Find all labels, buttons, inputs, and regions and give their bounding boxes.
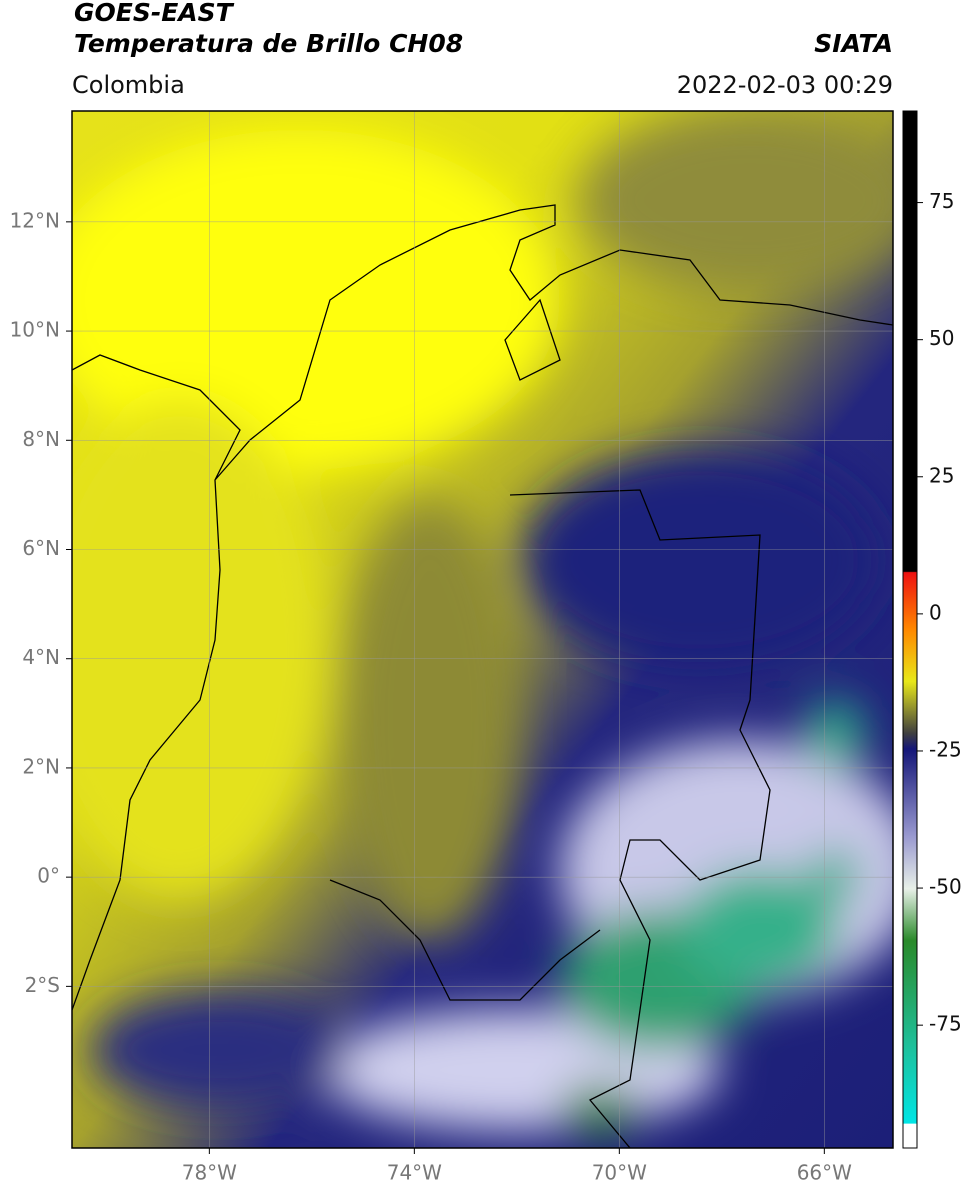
source: SIATA [814, 29, 893, 58]
x-tick-label: 78°W [182, 1161, 237, 1185]
colorbar-tick-label: 50 [929, 326, 954, 350]
colorbar-tick-label: -50 [929, 875, 962, 899]
x-tick-label: 70°W [592, 1161, 647, 1185]
subtitle: Temperatura de Brillo CH08 [74, 29, 463, 58]
x-tick-label: 66°W [797, 1161, 852, 1185]
y-tick-label: 4°N [22, 645, 60, 669]
colorbar [902, 110, 918, 1149]
map-frame [71, 110, 894, 1149]
y-tick-label: 8°N [22, 427, 60, 451]
colorbar-tick-label: 0 [929, 600, 942, 624]
datetime: 2022-02-03 00:29 [677, 71, 893, 99]
x-tick-label: 74°W [387, 1161, 442, 1185]
colorbar-tick-label: 75 [929, 189, 954, 213]
region: Colombia [72, 71, 185, 99]
y-tick-label: 2°S [25, 973, 60, 997]
y-tick-label: 12°N [10, 208, 60, 232]
colorbar-tick-label: -75 [929, 1012, 962, 1036]
colorbar-tick-label: -25 [929, 737, 962, 761]
colorbar-tick-label: 25 [929, 463, 954, 487]
y-tick-label: 10°N [10, 318, 60, 342]
y-tick-label: 2°N [22, 754, 60, 778]
y-tick-label: 6°N [22, 536, 60, 560]
y-tick-label: 0° [37, 864, 60, 888]
title: GOES-EAST [74, 0, 235, 27]
satellite-image [72, 111, 893, 1148]
